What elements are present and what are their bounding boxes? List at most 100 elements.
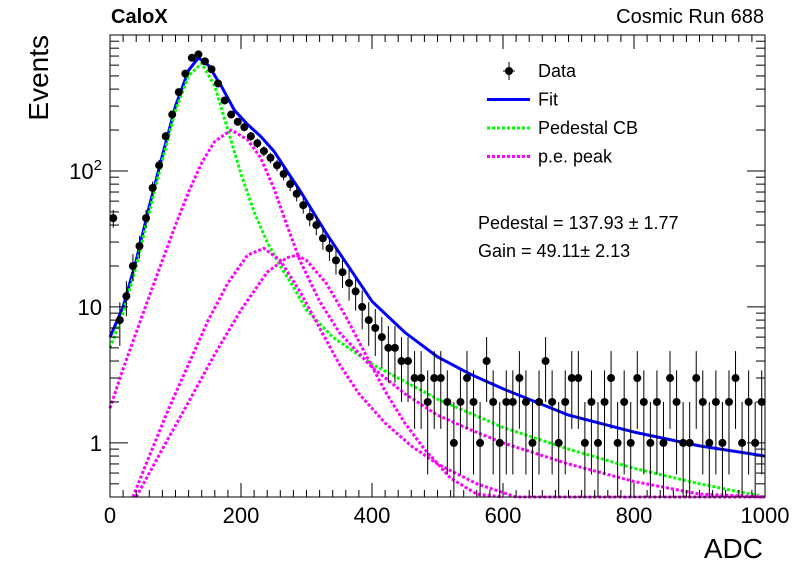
data-point bbox=[161, 132, 170, 141]
data-point bbox=[259, 147, 268, 156]
data-point bbox=[266, 153, 275, 162]
data-point bbox=[404, 357, 413, 366]
data-point bbox=[397, 357, 406, 366]
fit-curve bbox=[108, 55, 766, 458]
data-point bbox=[731, 374, 740, 383]
data-point bbox=[705, 438, 714, 447]
data-point bbox=[142, 214, 151, 223]
data-point bbox=[417, 374, 426, 383]
data-point bbox=[711, 397, 720, 406]
data-point bbox=[214, 79, 223, 88]
data-point bbox=[489, 397, 498, 406]
data-point bbox=[548, 397, 557, 406]
data-point bbox=[299, 201, 308, 210]
legend: Data Fit Pedestal CB p.e. peak bbox=[487, 61, 638, 167]
data-point bbox=[633, 374, 642, 383]
data-point bbox=[377, 333, 386, 342]
data-point bbox=[181, 69, 190, 78]
data-point bbox=[738, 438, 747, 447]
legend-label-data: Data bbox=[538, 61, 577, 81]
data-point bbox=[410, 374, 419, 383]
data-point bbox=[423, 397, 432, 406]
data-point bbox=[593, 438, 602, 447]
data-point bbox=[515, 374, 524, 383]
data-point bbox=[659, 438, 668, 447]
data-point bbox=[122, 292, 131, 301]
data-point bbox=[561, 397, 570, 406]
data-point bbox=[109, 214, 118, 223]
data-point bbox=[679, 438, 688, 447]
data-point bbox=[371, 323, 380, 332]
data-point bbox=[482, 357, 491, 366]
data-point bbox=[325, 244, 334, 253]
legend-label-p-e-peak: p.e. peak bbox=[538, 147, 613, 167]
x-tick-label: 600 bbox=[485, 503, 522, 528]
data-point bbox=[652, 397, 661, 406]
data-point bbox=[430, 374, 439, 383]
y-axis-label: Events bbox=[23, 35, 54, 121]
data-point bbox=[476, 438, 485, 447]
data-point bbox=[580, 438, 589, 447]
data-point bbox=[456, 397, 465, 406]
experiment-tag: CaloX bbox=[111, 6, 168, 28]
data-point bbox=[305, 212, 314, 221]
data-point bbox=[364, 316, 373, 325]
x-tick-label: 800 bbox=[616, 503, 653, 528]
data-point bbox=[744, 397, 753, 406]
p-e-peak-3-curve bbox=[134, 253, 504, 499]
data-point bbox=[115, 316, 124, 325]
data-point bbox=[194, 50, 203, 59]
data-point bbox=[345, 278, 354, 287]
run-label: Cosmic Run 688 bbox=[616, 6, 764, 28]
pedestal-cb-curve bbox=[108, 60, 766, 499]
data-point bbox=[620, 397, 629, 406]
data-point bbox=[318, 234, 327, 243]
y-tick-label: 102 bbox=[69, 157, 102, 184]
data-point bbox=[528, 438, 537, 447]
x-tick-label: 0 bbox=[104, 503, 116, 528]
data-point bbox=[587, 397, 596, 406]
legend-label-fit: Fit bbox=[538, 90, 558, 110]
data-point bbox=[358, 302, 367, 311]
data-point bbox=[384, 343, 393, 352]
data-point bbox=[227, 110, 236, 119]
data-point bbox=[174, 88, 183, 97]
p-e-peak-2-curve bbox=[131, 246, 765, 499]
data-point bbox=[187, 53, 196, 62]
data-point bbox=[567, 374, 576, 383]
fit-parameters: Pedestal = 137.93 ± 1.77 Gain = 49.11± 2.… bbox=[478, 213, 679, 261]
data-point bbox=[331, 256, 340, 265]
data-point bbox=[600, 397, 609, 406]
data-point bbox=[155, 161, 164, 170]
y-tick-label: 10 bbox=[78, 295, 102, 320]
data-point bbox=[135, 242, 144, 251]
data-point bbox=[462, 374, 471, 383]
fit-parameter-text: Gain = 49.11± 2.13 bbox=[478, 241, 630, 261]
fit-curves bbox=[108, 55, 766, 499]
data-point bbox=[502, 397, 511, 406]
legend-marker-data bbox=[505, 67, 513, 75]
data-point bbox=[469, 397, 478, 406]
data-point bbox=[246, 132, 255, 141]
x-tick-label: 200 bbox=[223, 503, 260, 528]
data-point bbox=[521, 397, 530, 406]
data-point bbox=[443, 397, 452, 406]
data-point bbox=[168, 110, 177, 119]
data-point bbox=[128, 262, 137, 270]
data-point bbox=[279, 169, 288, 178]
fit-parameter-text: Pedestal = 137.93 ± 1.77 bbox=[478, 213, 679, 233]
data-point bbox=[436, 374, 445, 383]
data-point bbox=[639, 397, 648, 406]
data-point bbox=[535, 397, 544, 406]
data-point bbox=[220, 96, 229, 105]
axes: 0 200 400 600 800 1000 1 10 102 bbox=[69, 35, 789, 528]
data-point bbox=[613, 438, 622, 447]
data-point bbox=[685, 438, 694, 447]
plot-frame bbox=[109, 34, 766, 498]
data-point bbox=[233, 117, 242, 126]
p-e-peak-1-curve bbox=[108, 128, 766, 499]
data-point bbox=[541, 357, 550, 366]
data-point bbox=[207, 65, 216, 74]
data-point bbox=[718, 438, 727, 447]
